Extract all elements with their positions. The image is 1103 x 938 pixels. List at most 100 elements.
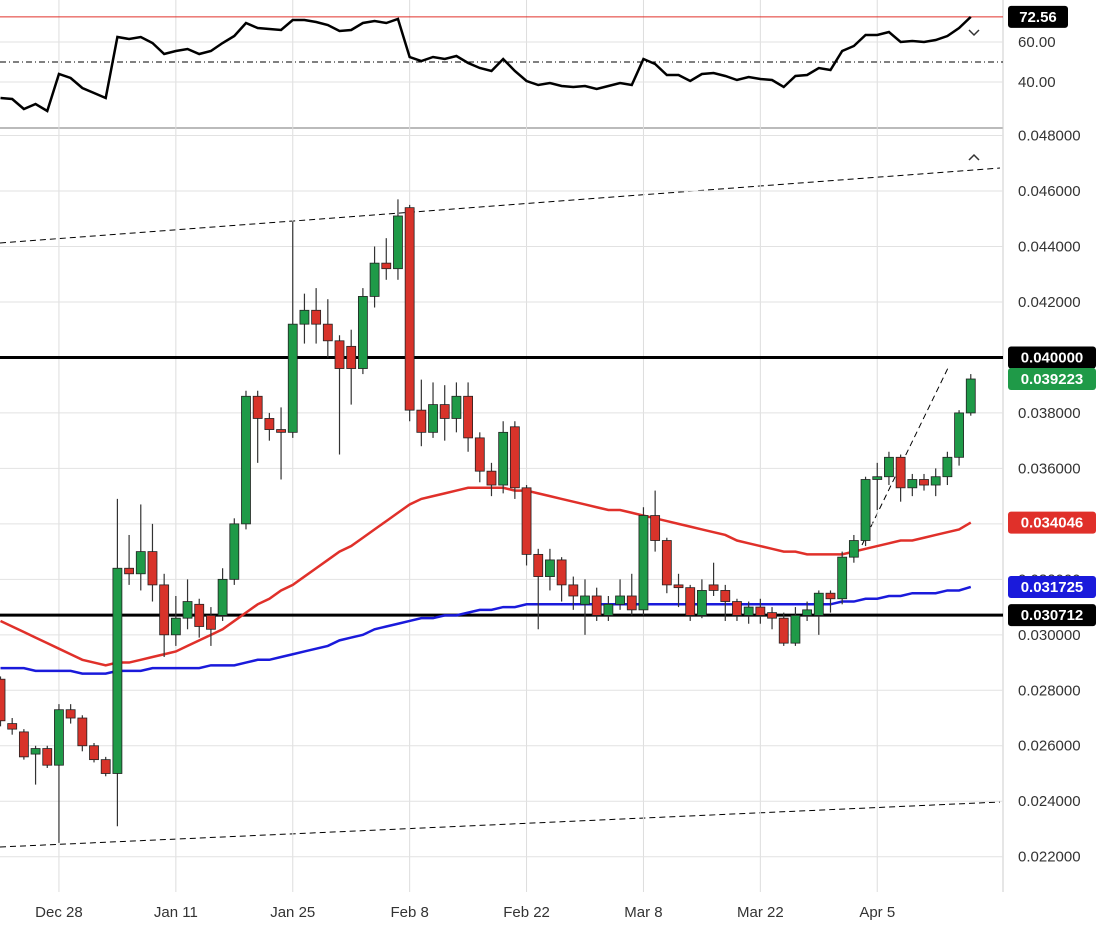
candle-body [802, 609, 813, 616]
price-badge-label: 0.034046 [1021, 515, 1084, 532]
upper-trendline [0, 167, 1001, 244]
candle-body [650, 515, 661, 541]
candle-body [884, 456, 894, 478]
trend-segment [861, 367, 949, 546]
y-tick-label: 0.024000 [1018, 793, 1081, 810]
price-badge-label: 0.039223 [1021, 371, 1084, 388]
candle-body [451, 395, 462, 419]
x-tick-label: Feb 8 [390, 904, 428, 921]
rsi-line [0, 15, 972, 113]
expand-icon[interactable] [968, 29, 980, 37]
y-tick-label: 40.00 [1018, 74, 1056, 91]
price-badge [1008, 575, 1096, 598]
candle-body [381, 262, 392, 270]
price-badge [1008, 367, 1096, 390]
candle-body [404, 207, 415, 411]
candle-body [486, 470, 497, 486]
candle-body [18, 731, 29, 758]
candle-body [895, 456, 906, 489]
candle-body [241, 395, 251, 525]
candle-body [498, 431, 509, 486]
candle-body [837, 556, 848, 600]
candle-body [100, 759, 111, 774]
candle-body [545, 559, 555, 577]
candle-body [42, 748, 53, 766]
candle-body [965, 378, 976, 414]
y-tick-label: 0.026000 [1018, 738, 1081, 755]
y-tick-label: 60.00 [1018, 34, 1056, 51]
price-badge [1008, 346, 1096, 369]
candle-body [30, 748, 41, 755]
y-tick-label: 0.042000 [1018, 294, 1081, 311]
candle-body [135, 551, 146, 575]
candle-body [825, 592, 836, 600]
price-badge [1008, 604, 1096, 627]
candle-body [65, 709, 76, 719]
candle-body [147, 551, 158, 586]
candle-body [393, 215, 403, 270]
candle-body [603, 603, 614, 616]
moving-average [0, 486, 972, 667]
candle-body [357, 296, 368, 369]
y-tick-label: 0.038000 [1018, 405, 1081, 422]
lower-trendline [0, 801, 1001, 848]
candle-body [848, 540, 859, 558]
candle-body [720, 590, 731, 602]
candle-body [439, 404, 450, 419]
y-tick-label: 0.046000 [1018, 183, 1081, 200]
candle-body [124, 567, 134, 575]
y-tick-label: 0.044000 [1018, 238, 1081, 255]
candle-body [159, 584, 170, 636]
candle-body [217, 578, 228, 616]
candle-body [860, 479, 871, 541]
candle-body [287, 323, 298, 433]
candle-body [252, 395, 263, 419]
x-tick-label: Mar 8 [624, 904, 662, 921]
candle-body [194, 603, 205, 627]
candle-body [334, 340, 345, 369]
candle-body [112, 567, 123, 774]
candle-body [77, 717, 88, 747]
x-tick-label: Jan 25 [270, 904, 315, 921]
candle-body [708, 584, 719, 591]
candle-body [369, 262, 380, 297]
candle-body [89, 745, 99, 761]
collapse-icon[interactable] [968, 153, 980, 161]
y-tick-label: 0.028000 [1018, 682, 1081, 699]
x-tick-label: Dec 28 [35, 904, 83, 921]
candle-body [732, 601, 742, 616]
y-tick-label: 0.048000 [1018, 128, 1081, 145]
candle-body [743, 606, 754, 616]
candle-body [568, 584, 579, 597]
candle-body [533, 553, 544, 577]
candle-body [299, 309, 310, 325]
candle-body [930, 476, 941, 486]
candle-body [170, 617, 181, 636]
y-tick-label: 0.036000 [1018, 460, 1081, 477]
candle-body [416, 409, 427, 433]
candle-body [521, 487, 532, 555]
candle-body [229, 523, 240, 580]
candle-body [474, 437, 485, 472]
price-badge-label: 0.030712 [1021, 607, 1084, 624]
candle-body [264, 418, 275, 430]
candle-body [591, 595, 602, 616]
candle-body [661, 540, 672, 586]
candle-body [311, 309, 322, 325]
value-badge [1008, 5, 1068, 28]
x-tick-label: Feb 22 [503, 904, 550, 921]
candle-body [0, 678, 6, 722]
candle-body [556, 559, 567, 586]
candle-body [428, 404, 438, 433]
candle-body [790, 615, 801, 644]
candle-body [182, 601, 193, 619]
moving-average [0, 585, 972, 675]
y-tick-label: 0.030000 [1018, 627, 1081, 644]
candle-body [580, 595, 590, 605]
candle-body [673, 584, 684, 589]
candle-body [615, 595, 625, 605]
candle-body [7, 723, 18, 730]
